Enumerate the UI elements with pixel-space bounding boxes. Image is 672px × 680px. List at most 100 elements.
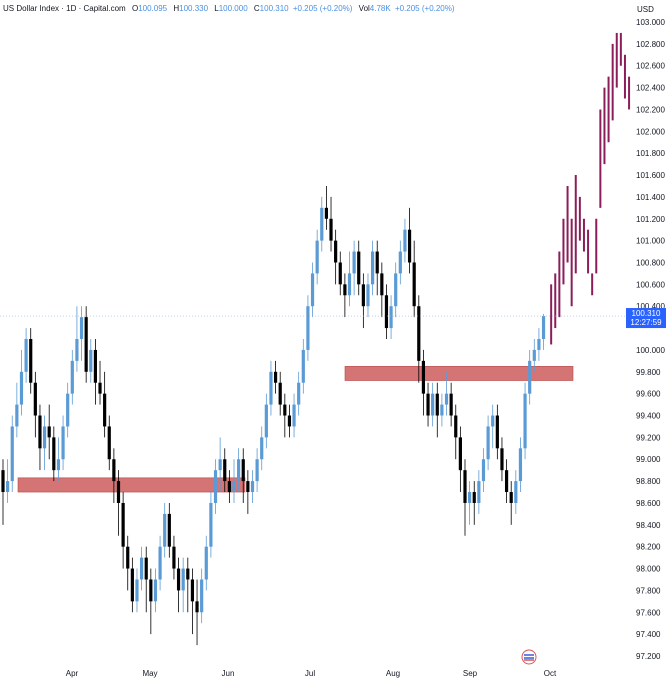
candles-layer — [1, 185, 546, 646]
candle-body — [431, 393, 435, 416]
candle-body — [324, 207, 328, 219]
candle-body — [89, 349, 93, 372]
candle-body — [144, 557, 148, 580]
y-tick-label: 100.400 — [636, 302, 665, 311]
candle-body — [500, 448, 504, 471]
candle-body — [186, 568, 190, 580]
y-tick-label: 102.400 — [636, 84, 665, 93]
candle-body — [264, 404, 268, 438]
candle-body — [306, 306, 310, 350]
candle-body — [375, 251, 379, 274]
candle-body — [477, 481, 481, 503]
x-tick-label: Sep — [463, 669, 478, 678]
candle-body — [209, 502, 213, 547]
x-tick-label: Oct — [544, 669, 557, 678]
y-tick-label: 99.000 — [636, 455, 661, 464]
candle-body — [140, 557, 144, 580]
y-tick-label: 101.200 — [636, 215, 665, 224]
candle-body — [70, 360, 74, 394]
candle-body — [523, 393, 527, 449]
candle-body — [56, 459, 61, 471]
candle-body — [371, 251, 375, 285]
y-tick-label: 101.400 — [636, 193, 665, 202]
candle-body — [269, 371, 273, 405]
candle-body — [149, 579, 153, 602]
candle-body — [435, 393, 439, 416]
close-value: 100.310 — [259, 4, 289, 13]
candle-body — [417, 306, 421, 361]
y-tick-label: 100.000 — [636, 346, 665, 355]
symbol-label[interactable]: US Dollar Index · 1D · Capital.com — [3, 4, 126, 13]
candle-body — [292, 404, 296, 427]
candle-body — [541, 316, 546, 339]
y-tick-label: 99.400 — [636, 412, 661, 421]
y-tick-label: 97.200 — [636, 652, 661, 661]
candle-body — [42, 426, 47, 449]
candle-body — [343, 284, 347, 296]
candle-body — [135, 579, 139, 602]
volume-change-value: +0.205 (+0.20%) — [394, 4, 455, 13]
candle-body — [255, 459, 259, 482]
currency-label: USD — [637, 5, 654, 14]
candle-body — [237, 459, 241, 482]
close-label: C — [253, 4, 260, 13]
y-tick-label: 102.800 — [636, 40, 665, 49]
candle-body — [10, 426, 14, 482]
time-axis[interactable]: Apr May Jun Jul Aug Sep Oct — [66, 669, 557, 678]
y-tick-label: 97.400 — [636, 630, 661, 639]
candle-body — [33, 382, 37, 416]
y-tick-label: 98.200 — [636, 543, 661, 552]
candle-body — [468, 492, 472, 503]
candle-body — [172, 546, 176, 569]
y-tick-label: 101.600 — [636, 171, 665, 180]
candle-body — [481, 459, 486, 482]
candle-body — [24, 339, 28, 372]
price-label-box — [626, 308, 666, 329]
candle-body — [504, 470, 509, 493]
candle-body — [158, 546, 162, 580]
candle-body — [407, 229, 412, 263]
candle-body — [130, 568, 134, 602]
last-price-marker: 100.310 12:27:59 — [0, 308, 666, 329]
high-value: 100.330 — [179, 4, 209, 13]
y-tick-label: 103.000 — [636, 18, 665, 27]
x-tick-label: Apr — [66, 669, 79, 678]
candle-body — [528, 360, 532, 394]
candle-body — [204, 546, 208, 580]
candle-body — [195, 601, 199, 613]
last-price-label: 100.310 — [632, 309, 661, 318]
y-tick-label: 99.200 — [636, 433, 661, 442]
price-axis[interactable]: 103.000 102.800 102.600 102.400 102.200 102.0… — [636, 18, 665, 661]
candle-body — [398, 251, 402, 274]
candle-body — [463, 470, 467, 503]
y-tick-label: 97.800 — [636, 586, 661, 595]
event-flag-icon[interactable] — [521, 649, 537, 665]
candle-body — [329, 218, 333, 241]
candle-body — [338, 262, 342, 285]
candle-body — [297, 382, 301, 405]
volume-label: Vol — [358, 4, 370, 13]
candle-body — [454, 415, 458, 438]
x-tick-label: Aug — [386, 669, 400, 678]
candle-body — [213, 470, 218, 503]
candle-body — [472, 492, 476, 503]
candle-body — [491, 415, 495, 427]
candle-body — [1, 470, 5, 493]
candle-body — [29, 339, 33, 383]
candle-body — [509, 492, 513, 503]
candle-body — [532, 349, 536, 361]
candle-body — [514, 481, 518, 503]
candle-body — [260, 437, 264, 460]
y-tick-label: 100.600 — [636, 280, 665, 289]
candle-body — [518, 448, 523, 482]
candle-body — [84, 317, 88, 372]
candle-body — [223, 459, 227, 482]
candle-body — [458, 437, 462, 471]
y-tick-label: 97.600 — [636, 608, 661, 617]
candle-body — [163, 513, 167, 547]
candle-body — [347, 273, 352, 296]
candle-body — [403, 229, 407, 252]
y-tick-label: 98.600 — [636, 499, 661, 508]
candle-body — [421, 360, 426, 394]
